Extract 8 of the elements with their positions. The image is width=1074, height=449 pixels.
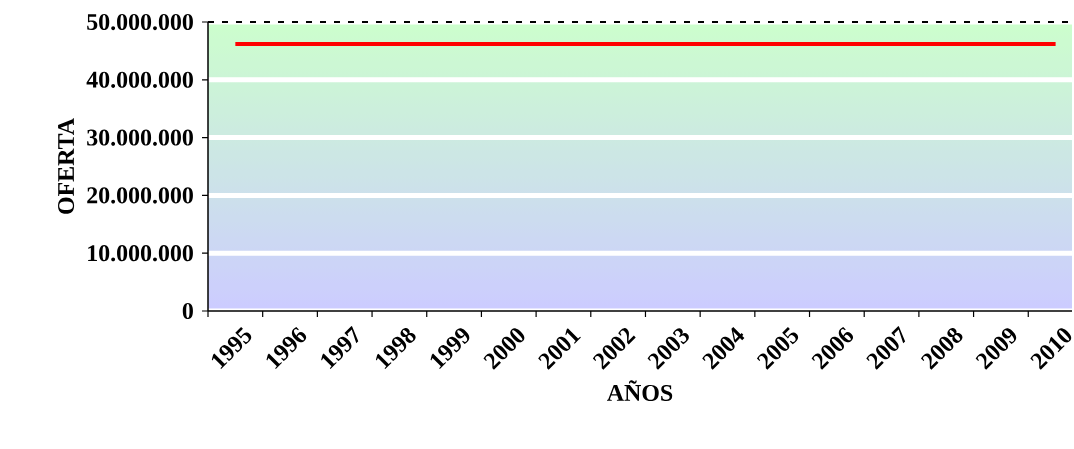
- y-tick-label: 0: [182, 302, 193, 320]
- y-tick-label: 10.000.000: [88, 245, 193, 262]
- y-tick-label: 40.000.000: [86, 71, 193, 88]
- y-tick-label: 30.000.000: [87, 129, 193, 146]
- y-axis-title: OFERTA: [58, 118, 75, 214]
- y-tick-label: 50.000.000: [87, 13, 193, 31]
- x-axis-title: AÑOS: [607, 380, 673, 401]
- y-tick-label: 20.000.000: [87, 187, 193, 204]
